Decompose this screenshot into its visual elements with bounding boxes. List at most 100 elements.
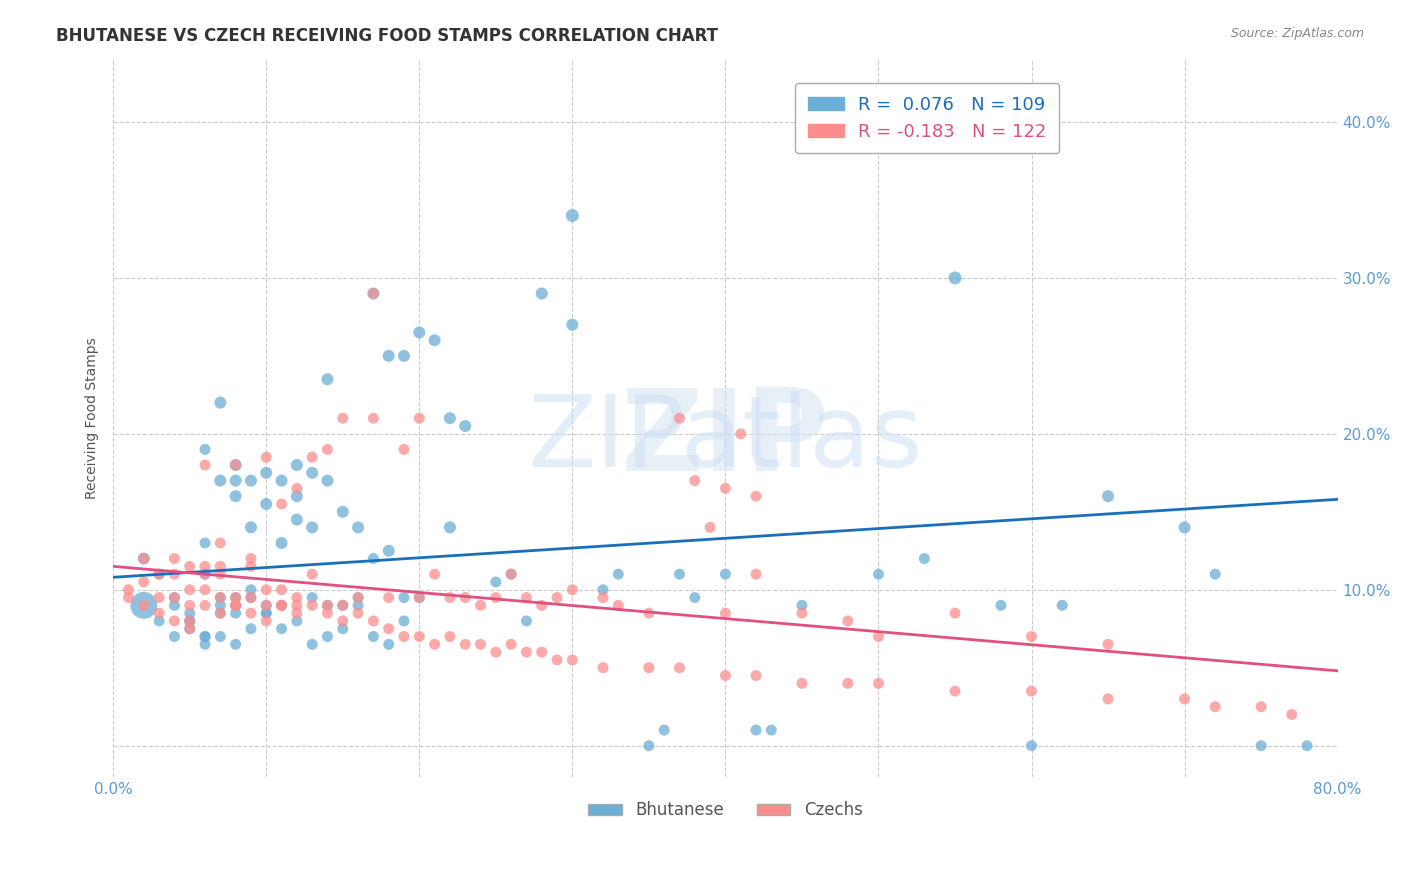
Point	[408, 591, 430, 605]
Point	[1204, 567, 1226, 582]
Point	[377, 543, 399, 558]
Point	[148, 591, 170, 605]
Point	[714, 668, 737, 682]
Point	[254, 599, 277, 613]
Point	[194, 559, 217, 574]
Point	[912, 551, 935, 566]
Point	[209, 559, 232, 574]
Point	[485, 591, 508, 605]
Point	[254, 450, 277, 465]
Point	[132, 599, 155, 613]
Point	[714, 482, 737, 496]
Point	[209, 395, 232, 409]
Point	[194, 458, 217, 472]
Point	[392, 630, 415, 644]
Point	[179, 614, 201, 628]
Point	[868, 567, 890, 582]
Point	[1250, 739, 1272, 753]
Point	[285, 489, 308, 503]
Point	[270, 599, 292, 613]
Point	[683, 474, 706, 488]
Point	[546, 653, 568, 667]
Point	[439, 520, 461, 534]
Point	[316, 474, 339, 488]
Point	[316, 442, 339, 457]
Point	[561, 318, 583, 332]
Point	[392, 591, 415, 605]
Point	[837, 676, 859, 690]
Point	[239, 551, 262, 566]
Point	[377, 591, 399, 605]
Point	[332, 614, 354, 628]
Point	[761, 723, 783, 737]
Point	[254, 582, 277, 597]
Text: ZIPatlas: ZIPatlas	[527, 392, 924, 488]
Point	[194, 567, 217, 582]
Point	[316, 599, 339, 613]
Point	[239, 591, 262, 605]
Point	[316, 372, 339, 386]
Point	[163, 591, 186, 605]
Point	[363, 411, 385, 425]
Point	[363, 630, 385, 644]
Point	[699, 520, 721, 534]
Point	[363, 286, 385, 301]
Point	[408, 411, 430, 425]
Point	[179, 622, 201, 636]
Point	[163, 591, 186, 605]
Point	[439, 630, 461, 644]
Point	[209, 606, 232, 620]
Point	[868, 676, 890, 690]
Point	[515, 614, 537, 628]
Point	[377, 637, 399, 651]
Point	[179, 614, 201, 628]
Point	[1021, 739, 1043, 753]
Point	[254, 599, 277, 613]
Point	[392, 614, 415, 628]
Point	[745, 668, 768, 682]
Point	[194, 637, 217, 651]
Point	[285, 512, 308, 526]
Point	[790, 606, 813, 620]
Point	[194, 630, 217, 644]
Point	[179, 614, 201, 628]
Point	[683, 591, 706, 605]
Point	[194, 582, 217, 597]
Point	[179, 622, 201, 636]
Point	[790, 676, 813, 690]
Point	[254, 606, 277, 620]
Point	[561, 209, 583, 223]
Point	[332, 411, 354, 425]
Point	[270, 599, 292, 613]
Point	[332, 599, 354, 613]
Point	[163, 614, 186, 628]
Point	[254, 606, 277, 620]
Text: ZIP: ZIP	[621, 384, 830, 495]
Text: ZIPatlas: ZIPatlas	[488, 389, 963, 491]
Point	[1097, 637, 1119, 651]
Point	[209, 474, 232, 488]
Point	[179, 559, 201, 574]
Point	[607, 567, 630, 582]
Point	[592, 582, 614, 597]
Point	[179, 599, 201, 613]
Point	[668, 567, 690, 582]
Point	[148, 614, 170, 628]
Point	[194, 442, 217, 457]
Point	[347, 591, 370, 605]
Point	[1097, 692, 1119, 706]
Point	[225, 474, 247, 488]
Point	[501, 637, 523, 651]
Point	[530, 599, 553, 613]
Point	[1250, 699, 1272, 714]
Point	[485, 645, 508, 659]
Point	[239, 474, 262, 488]
Point	[408, 591, 430, 605]
Point	[470, 599, 492, 613]
Point	[148, 567, 170, 582]
Point	[423, 637, 446, 651]
Point	[301, 567, 323, 582]
Point	[439, 411, 461, 425]
Point	[254, 466, 277, 480]
Point	[1204, 699, 1226, 714]
